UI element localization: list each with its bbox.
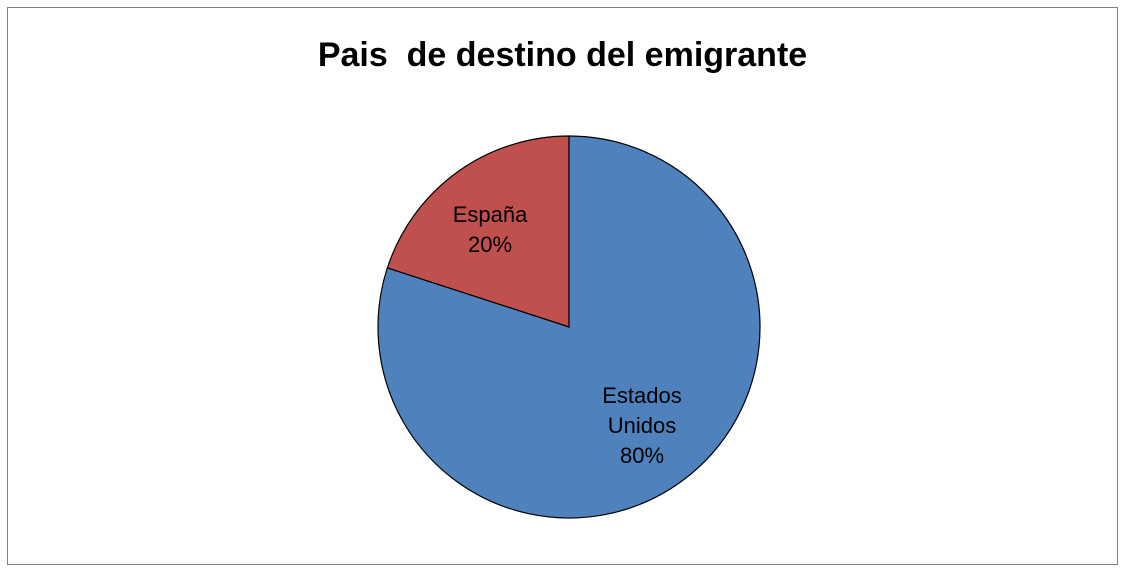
pie-slices (378, 136, 760, 518)
